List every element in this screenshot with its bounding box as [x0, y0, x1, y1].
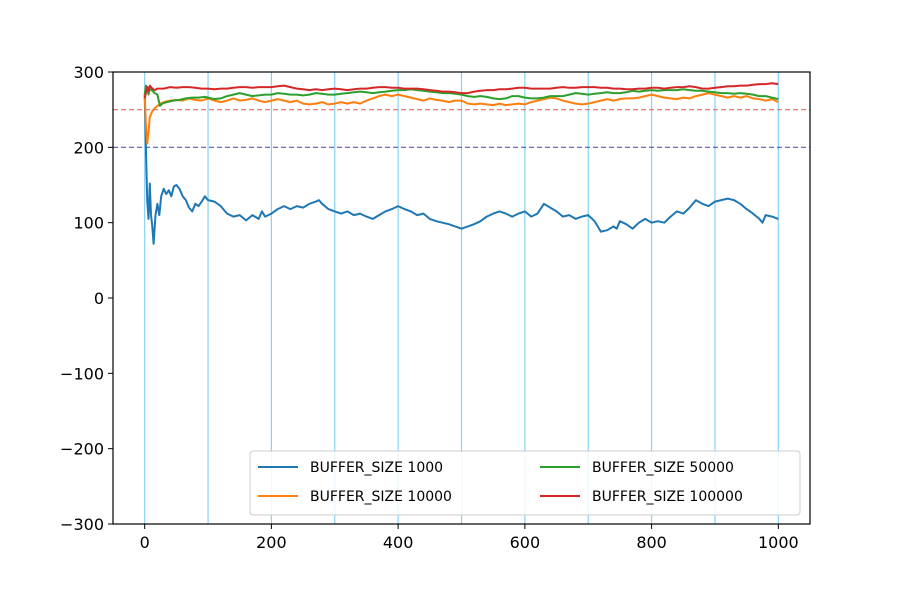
legend-box	[249, 450, 801, 516]
series-lines	[143, 82, 779, 245]
legend-label: BUFFER_SIZE 10000	[310, 489, 452, 505]
y-tick-label: −200	[60, 440, 104, 459]
y-tick-label: 200	[73, 138, 104, 157]
legend-label: BUFFER_SIZE 1000	[310, 460, 443, 476]
x-axis-ticks: 0 200 400 600 800 1000	[140, 524, 799, 552]
x-tick-label: 400	[383, 533, 414, 552]
x-tick-label: 1000	[758, 533, 799, 552]
y-tick-label: 300	[73, 63, 104, 82]
y-tick-label: 0	[94, 289, 104, 308]
y-tick-label: −100	[60, 364, 104, 383]
x-tick-label: 800	[636, 533, 667, 552]
reference-lines	[113, 109, 810, 148]
series-line-3	[143, 82, 779, 99]
y-tick-label: 100	[73, 214, 104, 233]
legend-label: BUFFER_SIZE 50000	[592, 460, 734, 476]
series-line-2	[143, 84, 779, 107]
x-tick-label: 200	[256, 533, 287, 552]
x-tick-label: 600	[510, 533, 541, 552]
legend-label: BUFFER_SIZE 100000	[592, 489, 743, 505]
y-axis-ticks: −300 −200 −100 0 100 200 300	[60, 63, 113, 534]
y-tick-label: −300	[60, 515, 104, 534]
series-line-0	[143, 94, 779, 245]
x-tick-label: 0	[140, 533, 150, 552]
series-line-1	[143, 92, 779, 145]
chart-legend: BUFFER_SIZE 1000 BUFFER_SIZE 10000 BUFFER_…	[249, 450, 801, 516]
